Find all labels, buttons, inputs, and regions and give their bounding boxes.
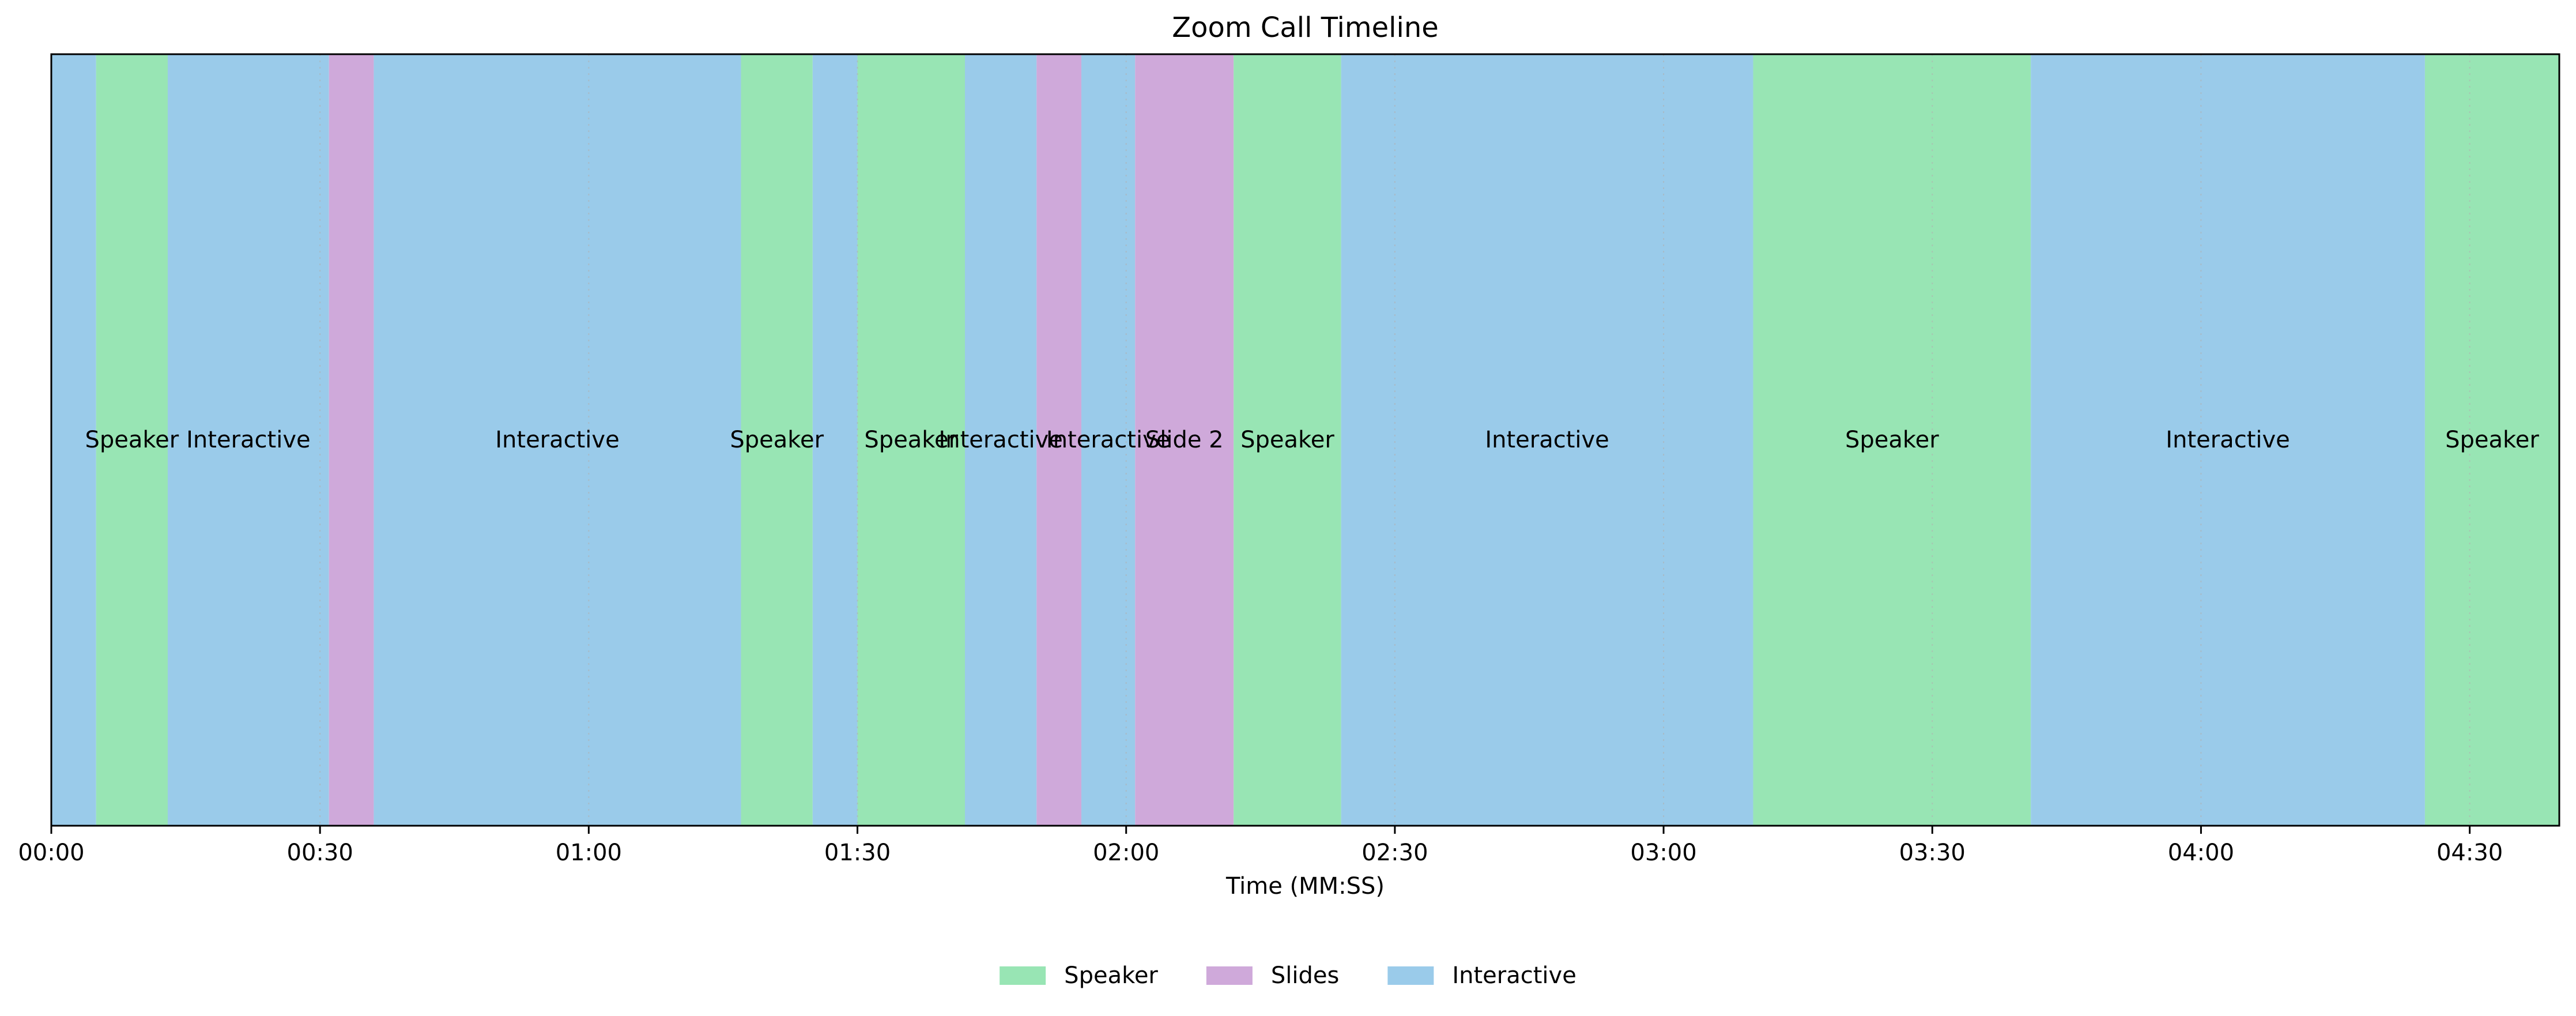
legend-swatch-interactive xyxy=(1387,966,1434,985)
segment-label: Speaker xyxy=(1240,427,1334,453)
x-tick-label: 02:00 xyxy=(1093,840,1159,866)
x-tick-label: 04:30 xyxy=(2437,840,2503,866)
x-tick-label: 04:00 xyxy=(2168,840,2234,866)
segments-layer xyxy=(51,54,2559,826)
segment-label: Interactive xyxy=(938,427,1062,453)
segment-label: Speaker xyxy=(85,427,179,453)
segment-labels-layer: Speaker Interactive Interactive Speaker Spea… xyxy=(85,427,2540,453)
x-tick-label: 03:00 xyxy=(1630,840,1696,866)
legend-label-slides: Slides xyxy=(1271,962,1339,989)
x-axis-ticks: 00:00 00:30 01:00 01:30 02:00 02:30 03:00 03:30… xyxy=(18,826,2503,866)
segment-slides xyxy=(1036,54,1082,826)
segment-speaker xyxy=(857,54,965,826)
plot-frame xyxy=(50,53,2560,827)
segment-speaker xyxy=(741,54,813,826)
segment-speaker xyxy=(96,54,168,826)
segment-label: Speaker xyxy=(730,427,824,453)
segment-speaker xyxy=(1234,54,1341,826)
segment-label: Interactive xyxy=(2166,427,2290,453)
segment-slides xyxy=(1135,54,1234,826)
segment-label: Interactive xyxy=(1485,427,1609,453)
legend-label-speaker: Speaker xyxy=(1064,962,1158,989)
segment-label: Speaker xyxy=(2445,427,2539,453)
x-tick-label: 01:30 xyxy=(824,840,891,866)
segment-label: Interactive xyxy=(1046,427,1170,453)
legend-swatch-speaker xyxy=(1000,966,1046,985)
segment-label: Slide 2 xyxy=(1145,427,1224,453)
x-tick-label: 00:30 xyxy=(287,840,353,866)
legend-label-interactive: Interactive xyxy=(1452,962,1576,989)
segment-label: Speaker xyxy=(1845,427,1939,453)
segment-label: Speaker xyxy=(864,427,958,453)
x-axis-label: Time (MM:SS) xyxy=(1225,873,1385,900)
x-tick-label: 01:00 xyxy=(556,840,622,866)
segment-label: Interactive xyxy=(186,427,310,453)
segment-interactive xyxy=(965,54,1037,826)
segment-interactive xyxy=(168,54,329,826)
segment-interactive xyxy=(812,54,858,826)
segment-interactive xyxy=(374,54,741,826)
segment-interactive xyxy=(1341,54,1753,826)
segment-interactive xyxy=(51,54,96,826)
segment-interactive xyxy=(2031,54,2425,826)
x-tick-label: 00:00 xyxy=(18,840,84,866)
x-tick-label: 02:30 xyxy=(1361,840,1428,866)
segment-label: Interactive xyxy=(495,427,619,453)
segment-speaker xyxy=(2424,54,2559,826)
legend-swatch-slides xyxy=(1206,966,1253,985)
chart-title: Zoom Call Timeline xyxy=(1172,12,1439,44)
segment-slides xyxy=(329,54,374,826)
segment-speaker xyxy=(1753,54,2031,826)
x-tick-label: 03:30 xyxy=(1899,840,1966,866)
legend: Speaker Slides Interactive xyxy=(1000,962,1576,989)
